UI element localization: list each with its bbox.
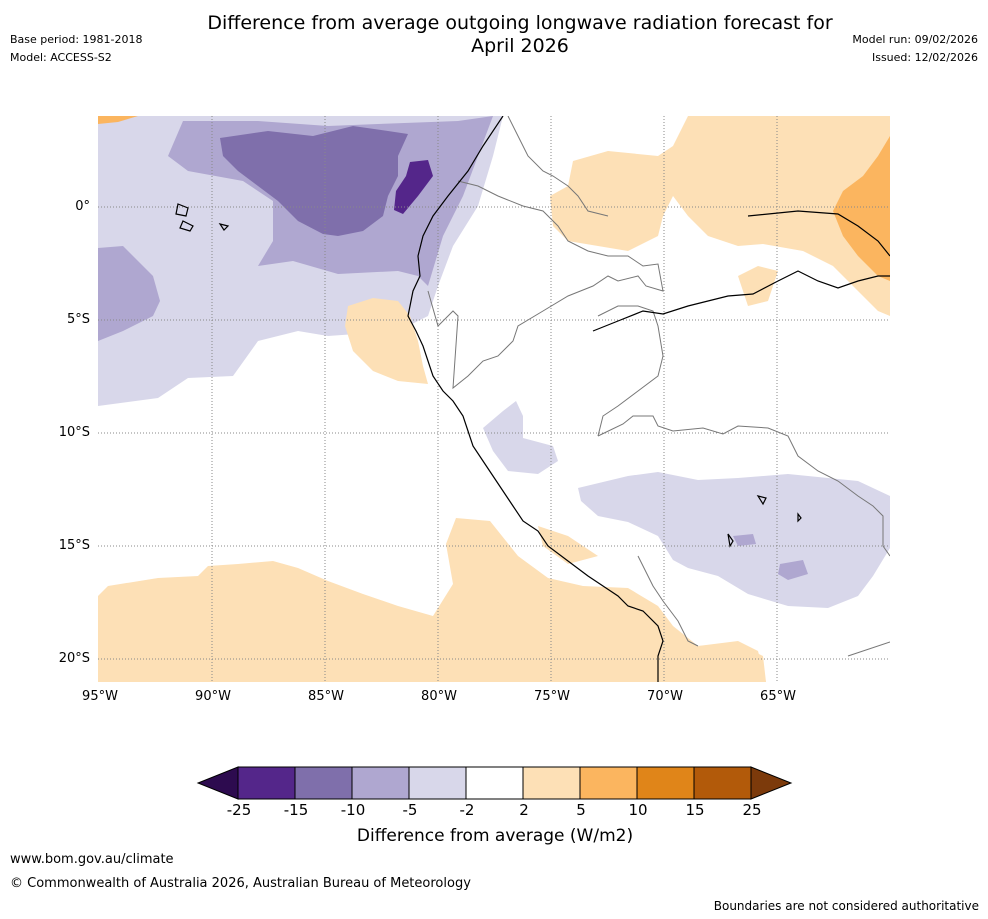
lat-label-5s: 5°S bbox=[66, 312, 90, 327]
model-name: Model: ACCESS-S2 bbox=[10, 51, 112, 64]
forecast-map bbox=[98, 116, 890, 682]
lon-label-90w: 90°W bbox=[195, 689, 231, 704]
colorbar-tick: 15 bbox=[685, 801, 705, 819]
anomaly-region-minus10 bbox=[220, 126, 408, 236]
colorbar-arrow-low bbox=[196, 766, 239, 800]
colorbar-segment-4 bbox=[408, 766, 467, 800]
colorbar-tick: 2 bbox=[519, 801, 529, 819]
colorbar-tick: -2 bbox=[459, 801, 475, 819]
colorbar bbox=[196, 766, 793, 800]
colorbar-tick: 5 bbox=[576, 801, 586, 819]
anomaly-region-plus2-coast bbox=[538, 526, 598, 564]
colorbar-segment-5 bbox=[465, 766, 524, 800]
lon-label-85w: 85°W bbox=[308, 689, 344, 704]
coastline bbox=[175, 116, 890, 682]
colorbar-segment-6 bbox=[522, 766, 581, 800]
lat-label-15s: 15°S bbox=[58, 538, 90, 553]
anomaly-region-minus5-bolivia bbox=[778, 560, 808, 580]
lon-label-75w: 75°W bbox=[534, 689, 570, 704]
colorbar-tick: 25 bbox=[742, 801, 762, 819]
colorbar-tick: 10 bbox=[628, 801, 648, 819]
colorbar-arrow-high bbox=[750, 766, 793, 800]
website-link[interactable]: www.bom.gov.au/climate bbox=[10, 852, 174, 867]
anomaly-region-minus5-bolivia-2 bbox=[733, 534, 756, 546]
anomaly-region-minus5-west bbox=[98, 246, 160, 341]
colorbar-segment-3 bbox=[351, 766, 410, 800]
chart-title: Difference from average outgoing longwav… bbox=[207, 12, 833, 57]
lat-label-10s: 10°S bbox=[58, 425, 90, 440]
copyright-notice: © Commonwealth of Australia 2026, Austra… bbox=[10, 876, 471, 891]
base-period: Base period: 1981-2018 bbox=[10, 33, 143, 46]
colorbar-title: Difference from average (W/m2) bbox=[356, 826, 634, 846]
anomaly-region-minus15 bbox=[394, 160, 433, 214]
colorbar-segment-8 bbox=[636, 766, 695, 800]
model-run-date: Model run: 09/02/2026 bbox=[852, 33, 978, 46]
colorbar-tick: -5 bbox=[402, 801, 418, 819]
lat-label-20s: 20°S bbox=[58, 651, 90, 666]
lon-label-70w: 70°W bbox=[647, 689, 683, 704]
lon-label-65w: 65°W bbox=[760, 689, 796, 704]
anomaly-region-plus2-south bbox=[98, 518, 766, 682]
issued-date: Issued: 12/02/2026 bbox=[871, 51, 978, 64]
anomaly-region-plus5-east bbox=[833, 136, 890, 281]
colorbar-segment-2 bbox=[294, 766, 353, 800]
anomaly-region-plus2-south-east bbox=[698, 641, 766, 682]
map-svg bbox=[98, 116, 890, 682]
anomaly-region-plus2-patch bbox=[738, 266, 778, 306]
colorbar-tick: -15 bbox=[283, 801, 309, 819]
model-info: Base period: 1981-2018 Model: ACCESS-S2 bbox=[10, 31, 142, 67]
lon-label-80w: 80°W bbox=[421, 689, 457, 704]
colorbar-segment-9 bbox=[693, 766, 752, 800]
run-info: Model run: 09/02/2026 Issued: 12/02/2026 bbox=[852, 31, 978, 67]
boundaries-disclaimer: Boundaries are not considered authoritat… bbox=[713, 899, 979, 913]
colorbar-segment-7 bbox=[579, 766, 638, 800]
colorbar-tick: -25 bbox=[226, 801, 252, 819]
anomaly-region-plus5-nw-corner bbox=[98, 116, 138, 124]
anomaly-region-minus2-peru bbox=[483, 401, 558, 474]
anomaly-region-plus2-north bbox=[550, 116, 890, 316]
colorbar-tick: -10 bbox=[340, 801, 366, 819]
graticule bbox=[98, 116, 890, 682]
anomaly-region-minus2-bolivia bbox=[578, 472, 890, 608]
lon-label-95w: 95°W bbox=[82, 689, 118, 704]
lat-label-0: 0° bbox=[75, 199, 90, 214]
colorbar-segment-1 bbox=[237, 766, 296, 800]
country-borders bbox=[427, 116, 890, 657]
